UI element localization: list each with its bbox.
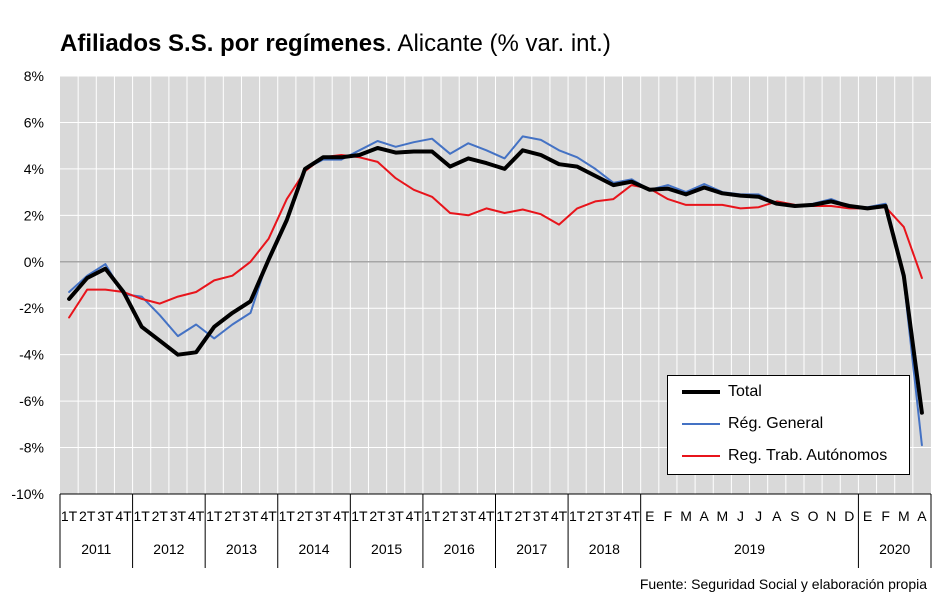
year-label: 2014	[298, 541, 329, 557]
x-tick-label: 4T	[623, 508, 640, 524]
legend-label-total: Total	[728, 383, 762, 400]
y-tick-label: -6%	[19, 393, 44, 409]
year-label: 2011	[81, 541, 111, 557]
x-tick-label: 1T	[133, 508, 150, 524]
y-tick-label: -4%	[19, 347, 44, 363]
x-tick-label: 1T	[206, 508, 223, 524]
x-tick-label: 4T	[406, 508, 423, 524]
x-tick-label: J	[755, 508, 762, 524]
x-tick-label: 3T	[460, 508, 477, 524]
x-tick-label: M	[898, 508, 910, 524]
x-tick-label: 4T	[551, 508, 568, 524]
x-tick-label: 3T	[315, 508, 332, 524]
x-tick-label: A	[917, 508, 927, 524]
x-tick-label: J	[737, 508, 744, 524]
chart-title: Afiliados S.S. por regímenes. Alicante (…	[60, 30, 611, 58]
chart-legend: Total Rég. General Reg. Trab. Autónomos	[667, 375, 910, 475]
year-label: 2017	[516, 541, 547, 557]
x-tick-label: 2T	[369, 508, 386, 524]
legend-swatch-general	[682, 423, 720, 425]
x-tick-label: 4T	[333, 508, 350, 524]
x-tick-label: 1T	[279, 508, 296, 524]
x-tick-label: M	[716, 508, 728, 524]
y-tick-label: -8%	[19, 440, 44, 456]
x-tick-label: S	[790, 508, 799, 524]
x-tick-label: 3T	[605, 508, 622, 524]
source-note: Fuente: Seguridad Social y elaboración p…	[639, 576, 927, 592]
x-tick-label: 2T	[79, 508, 96, 524]
x-tick-label: A	[700, 508, 710, 524]
x-tick-label: M	[680, 508, 692, 524]
x-tick-label: 4T	[478, 508, 495, 524]
x-tick-label: 1T	[351, 508, 368, 524]
x-tick-label: 2T	[297, 508, 314, 524]
x-tick-label: A	[772, 508, 782, 524]
x-tick-label: 2T	[515, 508, 532, 524]
x-tick-label: 4T	[115, 508, 132, 524]
y-tick-label: -2%	[19, 300, 44, 316]
x-tick-label: 1T	[424, 508, 441, 524]
y-tick-label: 8%	[24, 68, 44, 84]
chart-title-main: Afiliados S.S. por regímenes	[60, 30, 386, 57]
x-tick-label: 3T	[97, 508, 114, 524]
x-tick-label: E	[863, 508, 872, 524]
legend-item-autonomos: Reg. Trab. Autónomos	[682, 446, 887, 466]
year-label: 2016	[444, 541, 475, 557]
legend-swatch-total	[682, 390, 720, 394]
x-tick-label: 2T	[152, 508, 169, 524]
legend-item-general: Rég. General	[682, 414, 823, 434]
year-label: 2019	[734, 541, 765, 557]
year-label: 2013	[226, 541, 257, 557]
x-tick-label: 1T	[569, 508, 586, 524]
chart-title-sub: . Alicante (% var. int.)	[385, 30, 611, 57]
y-tick-label: 4%	[24, 161, 44, 177]
x-tick-label: 2T	[587, 508, 604, 524]
x-tick-label: N	[826, 508, 836, 524]
x-tick-label: O	[808, 508, 819, 524]
x-tick-label: 3T	[170, 508, 187, 524]
legend-item-total: Total	[682, 382, 762, 402]
y-tick-label: 0%	[24, 254, 44, 270]
x-tick-label: D	[844, 508, 854, 524]
y-tick-label: -10%	[11, 486, 44, 502]
series-line-autonomos	[68, 154, 923, 319]
x-tick-label: 2T	[224, 508, 241, 524]
x-tick-label: F	[664, 508, 673, 524]
x-tick-label: 4T	[188, 508, 205, 524]
y-tick-label: 2%	[24, 207, 44, 223]
legend-swatch-autonomos	[682, 455, 720, 457]
x-tick-label: E	[645, 508, 654, 524]
x-tick-label: 4T	[261, 508, 278, 524]
series-line-total	[67, 146, 924, 415]
year-label: 2012	[153, 541, 184, 557]
x-tick-label: 2T	[442, 508, 459, 524]
x-tick-label: F	[881, 508, 890, 524]
x-tick-label: 3T	[533, 508, 550, 524]
year-label: 2020	[879, 541, 910, 557]
legend-label-autonomos: Reg. Trab. Autónomos	[728, 447, 888, 464]
year-label: 2015	[371, 541, 402, 557]
y-tick-label: 6%	[24, 114, 44, 130]
x-tick-label: 3T	[388, 508, 405, 524]
year-label: 2018	[589, 541, 620, 557]
x-tick-label: 3T	[242, 508, 259, 524]
x-tick-label: 1T	[61, 508, 78, 524]
x-tick-label: 1T	[496, 508, 513, 524]
legend-label-general: Rég. General	[728, 415, 824, 432]
